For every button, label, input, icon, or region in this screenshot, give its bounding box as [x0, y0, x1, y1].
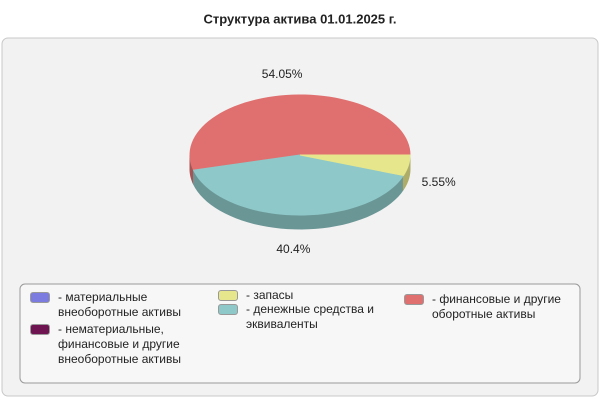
legend-swatch: [30, 292, 50, 303]
slice: [299, 154, 411, 177]
legend-label: - нематериальные, финансовые и другие вн…: [58, 322, 181, 366]
legend-swatch: [218, 290, 238, 301]
legend-item: - запасы: [218, 288, 396, 303]
legend-item: - финансовые и другие оборотные активы: [404, 292, 592, 322]
value-label: 54.05%: [262, 67, 303, 81]
legend-label: - денежные средства и эквиваленты: [246, 302, 374, 331]
slice: [189, 94, 411, 171]
legend-swatch: [30, 324, 50, 335]
value-label: 40.4%: [276, 242, 310, 256]
legend-item: - материальные внеоборотные активы: [30, 290, 188, 320]
legend-item: - денежные средства и эквиваленты: [218, 302, 416, 332]
value-label: 5.55%: [422, 175, 456, 189]
slice: [192, 154, 405, 216]
legend-label: - запасы: [246, 288, 294, 302]
legend-box: [19, 283, 581, 384]
chart-title: Структура актива 01.01.2025 г.: [204, 11, 397, 26]
legend-swatch: [218, 304, 238, 315]
legend-label: - материальные внеоборотные активы: [58, 290, 181, 319]
legend-label: - финансовые и другие оборотные активы: [432, 292, 561, 321]
pie: [189, 94, 411, 230]
legend-swatch: [404, 294, 424, 305]
legend-item: - нематериальные, финансовые и другие вн…: [30, 322, 208, 367]
